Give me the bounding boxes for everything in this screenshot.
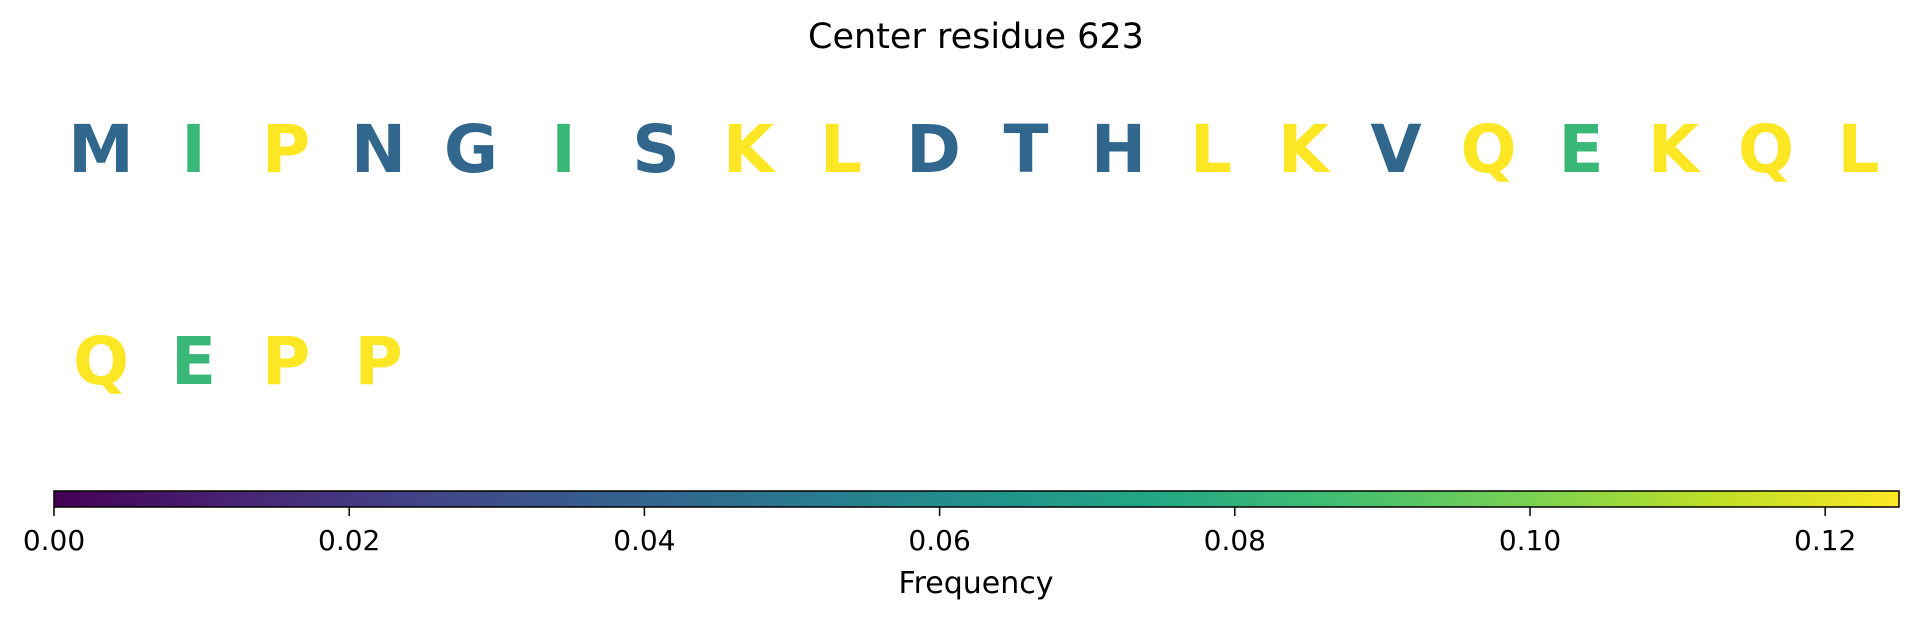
residue-letter: E — [1558, 111, 1603, 188]
colorbar — [53, 490, 1900, 508]
residue-letter: G — [444, 111, 498, 188]
residue-letter: I — [551, 111, 576, 188]
residue-letter: N — [351, 111, 406, 188]
residue-letter: K — [1648, 111, 1702, 188]
residue-letter: L — [1190, 111, 1232, 188]
colorbar-tick-label: 0.12 — [1794, 524, 1856, 557]
colorbar-ticks: 0.00 0.02 0.04 0.06 0.08 0.10 0.12 — [23, 507, 1856, 557]
colorbar-tick-label: 0.04 — [613, 524, 675, 557]
residue-letter: P — [262, 111, 310, 188]
colorbar-tick-label: 0.02 — [318, 524, 380, 557]
colorbar-tick-label: 0.10 — [1499, 524, 1561, 557]
residue-letter: H — [1091, 111, 1146, 188]
colorbar-label: Frequency — [899, 566, 1054, 601]
residue-letter: V — [1370, 111, 1421, 188]
residue-letter: K — [723, 111, 777, 188]
residue-letter: L — [1837, 111, 1879, 188]
residue-letter: Q — [73, 323, 129, 400]
residue-sequence: M I P N G I S K L D T H L K V Q E K Q LQ E P P — [68, 111, 1879, 400]
residue-letter: S — [632, 111, 680, 188]
residue-letter: K — [1278, 111, 1332, 188]
residue-letter: T — [1003, 111, 1048, 188]
residue-letter: E — [171, 323, 216, 400]
colorbar-tick-label: 0.00 — [23, 524, 85, 557]
residue-letter: Q — [1460, 111, 1516, 188]
colorbar-tick-label: 0.08 — [1204, 524, 1266, 557]
residue-letter: P — [262, 323, 310, 400]
residue-letter: P — [354, 323, 402, 400]
residue-letter: L — [820, 111, 862, 188]
colorbar-tick-label: 0.06 — [908, 524, 970, 557]
residue-letter: D — [906, 111, 961, 188]
residue-letter: I — [181, 111, 206, 188]
chart-title: Center residue 623 — [808, 17, 1144, 57]
residue-letter: Q — [1738, 111, 1794, 188]
residue-letter: M — [68, 111, 134, 188]
